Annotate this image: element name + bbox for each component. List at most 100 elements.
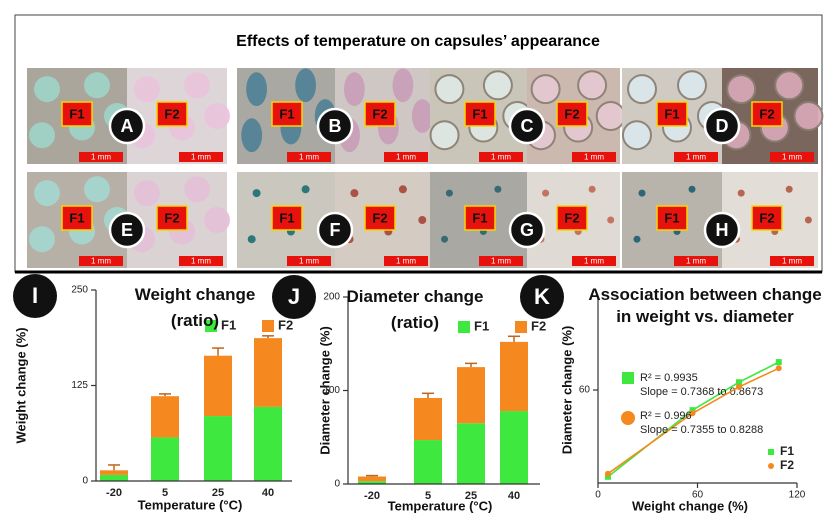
legend-swatch bbox=[768, 449, 774, 455]
figure-canvas: Effects of temperature on capsules’ appe… bbox=[0, 0, 829, 515]
sample-label: F1 bbox=[279, 106, 294, 121]
bar-segment bbox=[457, 423, 485, 484]
capsule bbox=[542, 190, 549, 197]
capsule bbox=[84, 176, 110, 202]
sample-label: F2 bbox=[759, 106, 774, 121]
data-point bbox=[776, 365, 782, 371]
capsule bbox=[727, 75, 755, 103]
capsule bbox=[786, 186, 793, 193]
bar-segment bbox=[204, 416, 232, 481]
panel-letter: F bbox=[330, 220, 341, 240]
scale-bar-label: 1 mm bbox=[584, 153, 604, 162]
sample-label: F1 bbox=[279, 210, 294, 225]
capsule bbox=[418, 216, 426, 224]
capsule bbox=[344, 72, 365, 106]
fit-marker bbox=[622, 372, 634, 384]
panel-letter: G bbox=[520, 220, 534, 240]
bar-segment bbox=[100, 475, 128, 481]
panel-letter: I bbox=[32, 283, 38, 308]
capsule bbox=[134, 76, 160, 102]
scale-bar-label: 1 mm bbox=[491, 257, 511, 266]
x-tick-label: 0 bbox=[595, 490, 601, 501]
bar-segment bbox=[500, 411, 528, 484]
bar-segment bbox=[151, 396, 179, 437]
legend-swatch bbox=[515, 321, 527, 333]
capsule bbox=[253, 189, 261, 197]
x-tick-label: 120 bbox=[789, 490, 806, 501]
legend-label: F1 bbox=[780, 444, 794, 458]
panel-letter: J bbox=[288, 284, 300, 309]
y-tick-label: 200 bbox=[323, 292, 340, 303]
x-tick-label: 40 bbox=[262, 487, 274, 499]
scale-bar-label: 1 mm bbox=[686, 153, 706, 162]
panel-letter: K bbox=[534, 284, 550, 309]
scale-bar-label: 1 mm bbox=[91, 153, 111, 162]
x-tick-label: -20 bbox=[364, 490, 380, 502]
x-axis-label: Temperature (°C) bbox=[388, 498, 493, 513]
figure-title: Effects of temperature on capsules’ appe… bbox=[236, 33, 600, 50]
y-tick-label: 250 bbox=[71, 285, 88, 296]
capsule bbox=[678, 71, 706, 99]
capsule bbox=[628, 75, 656, 103]
panel-letter: E bbox=[121, 220, 133, 240]
capsule bbox=[29, 226, 55, 252]
capsule bbox=[775, 71, 803, 99]
data-point bbox=[736, 384, 742, 390]
x-tick-label: -20 bbox=[106, 487, 122, 499]
y-axis-label: Weight change (%) bbox=[13, 327, 28, 443]
sample-label: F2 bbox=[564, 210, 579, 225]
scale-bar-label: 1 mm bbox=[782, 257, 802, 266]
x-axis-label: Weight change (%) bbox=[632, 498, 748, 513]
data-point bbox=[776, 359, 782, 365]
sample-label: F2 bbox=[759, 210, 774, 225]
bar-segment bbox=[358, 477, 386, 482]
capsule bbox=[578, 71, 606, 99]
x-tick-label: 40 bbox=[508, 490, 520, 502]
sample-label: F2 bbox=[164, 106, 179, 121]
capsule bbox=[607, 217, 614, 224]
capsule bbox=[204, 207, 230, 233]
chart-title: Weight change (ratio) bbox=[130, 282, 260, 334]
capsule bbox=[738, 190, 745, 197]
sample-label: F2 bbox=[564, 106, 579, 121]
sample-label: F1 bbox=[664, 210, 679, 225]
capsule bbox=[350, 189, 358, 197]
capsule bbox=[446, 190, 453, 197]
scale-bar-label: 1 mm bbox=[396, 153, 416, 162]
sample-label: F2 bbox=[372, 210, 387, 225]
sample-label: F2 bbox=[372, 106, 387, 121]
capsule bbox=[634, 236, 641, 243]
scale-bar-label: 1 mm bbox=[191, 257, 211, 266]
capsule bbox=[241, 118, 262, 152]
sample-label: F2 bbox=[164, 210, 179, 225]
capsule bbox=[248, 235, 256, 243]
capsule bbox=[29, 122, 55, 148]
capsule bbox=[639, 190, 646, 197]
bar-segment bbox=[254, 338, 282, 407]
capsule bbox=[484, 71, 512, 99]
capsule bbox=[412, 99, 433, 133]
capsule bbox=[589, 186, 596, 193]
x-axis-label: Temperature (°C) bbox=[138, 497, 243, 512]
capsule bbox=[246, 72, 267, 106]
scale-bar-label: 1 mm bbox=[299, 153, 319, 162]
capsule bbox=[399, 185, 407, 193]
scale-bar-label: 1 mm bbox=[91, 257, 111, 266]
capsule bbox=[204, 103, 230, 129]
bar-segment bbox=[100, 470, 128, 475]
legend-label: F2 bbox=[531, 318, 546, 333]
bar-segment bbox=[254, 407, 282, 481]
capsule bbox=[597, 102, 625, 130]
data-point bbox=[605, 471, 611, 477]
bar-segment bbox=[414, 398, 442, 440]
bar-segment bbox=[151, 437, 179, 481]
panel-letter: A bbox=[121, 116, 134, 136]
fit-r2: R² = 0.9935 bbox=[640, 372, 698, 384]
figure: Effects of temperature on capsules’ appe… bbox=[0, 0, 829, 515]
capsule bbox=[494, 186, 501, 193]
capsule bbox=[34, 76, 60, 102]
sample-label: F1 bbox=[69, 106, 84, 121]
scale-bar-label: 1 mm bbox=[396, 257, 416, 266]
legend-swatch bbox=[262, 320, 274, 332]
capsule bbox=[295, 68, 316, 102]
